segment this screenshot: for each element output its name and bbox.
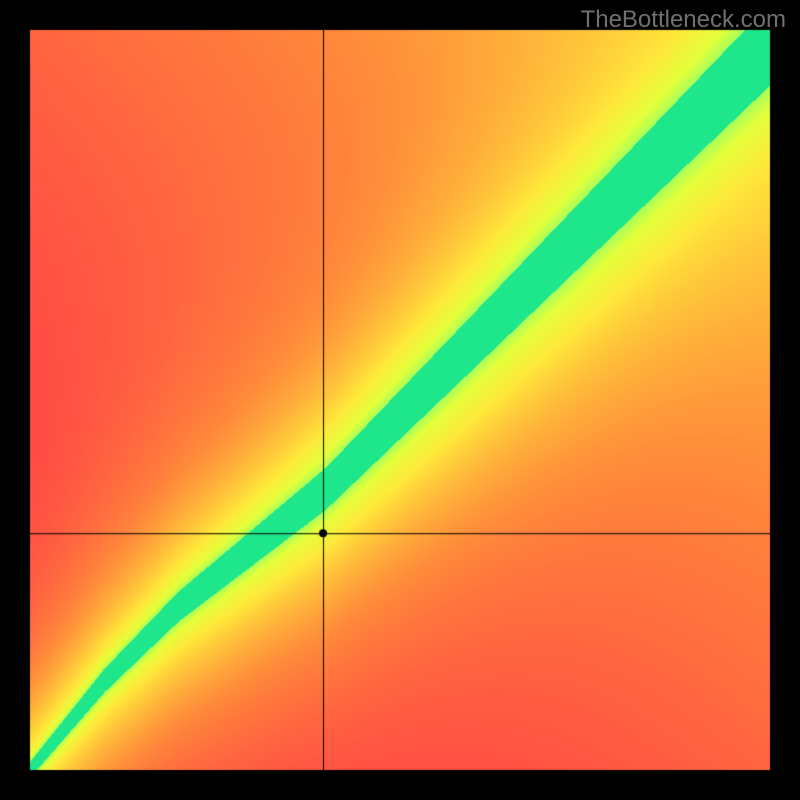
- bottleneck-heatmap: [0, 0, 800, 800]
- chart-container: TheBottleneck.com: [0, 0, 800, 800]
- watermark-text: TheBottleneck.com: [581, 6, 786, 34]
